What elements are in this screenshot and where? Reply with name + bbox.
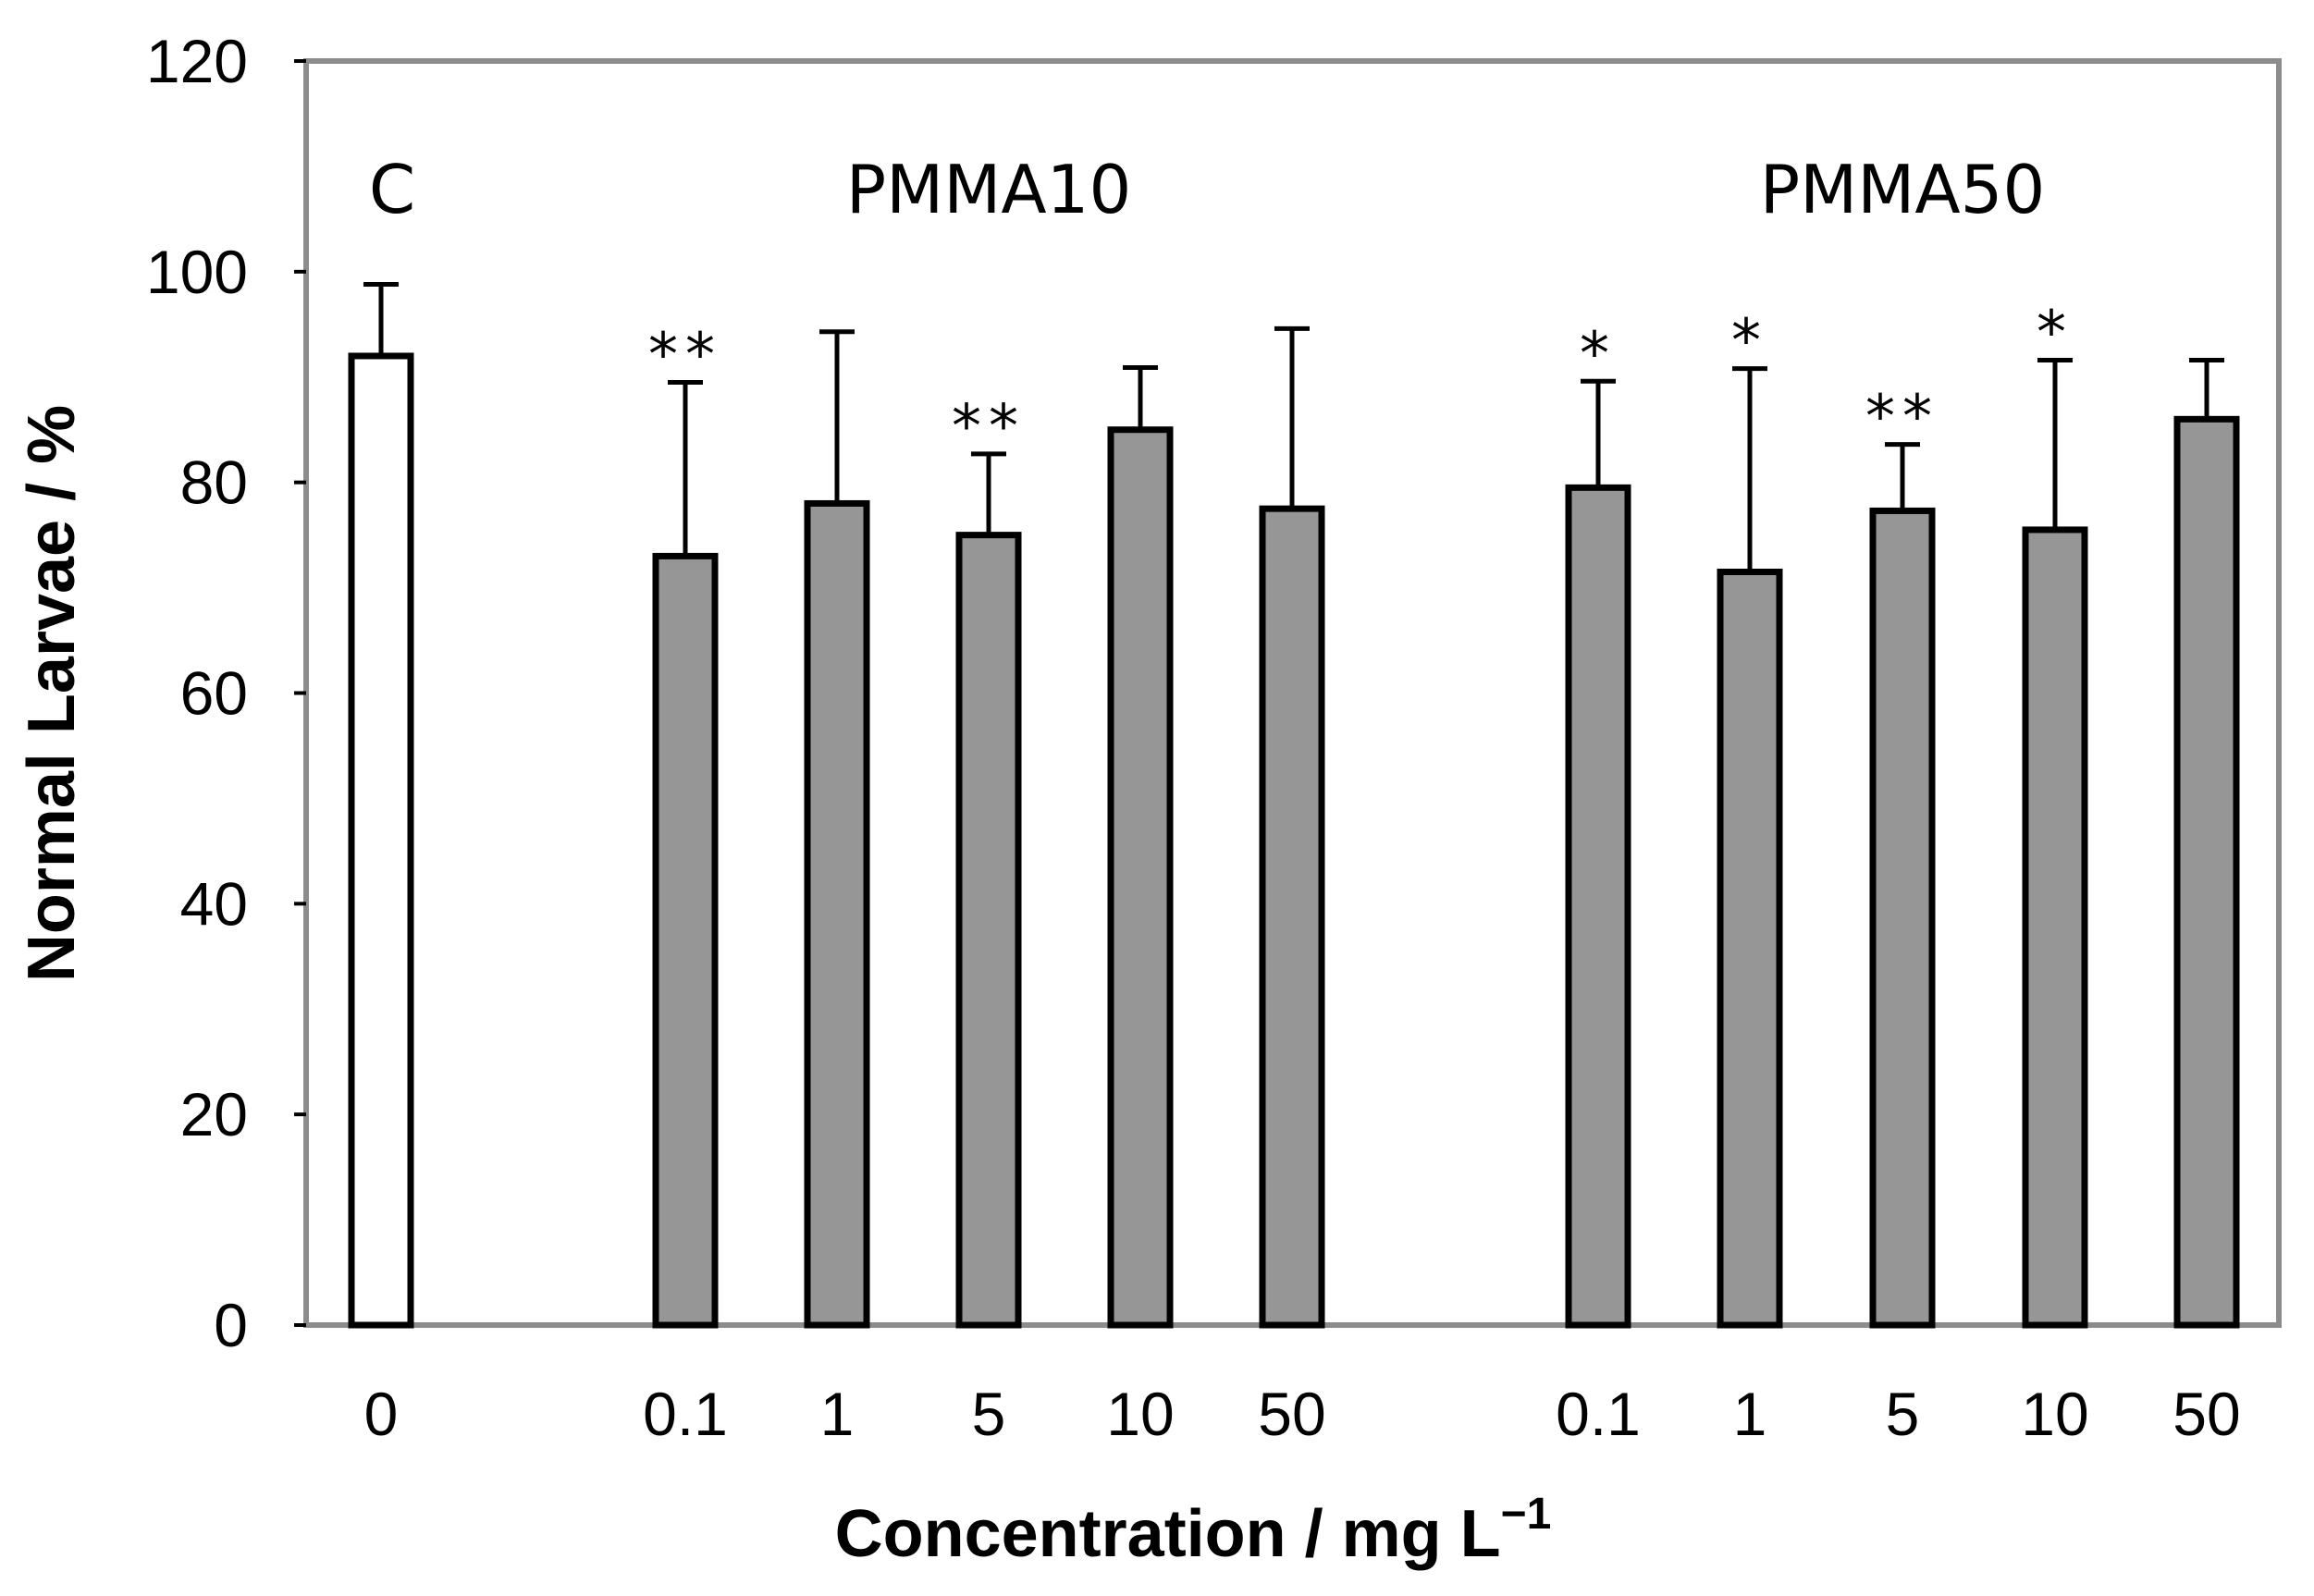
x-tick-label: 1: [1733, 1380, 1767, 1448]
y-tick-label: 20: [180, 1080, 248, 1148]
error-bars-layer: [363, 282, 2224, 572]
x-tick-label: 5: [1886, 1380, 1920, 1448]
bar: [1259, 505, 1325, 1329]
bar: [1869, 507, 1936, 1329]
x-axis-title-superscript: −1: [1501, 1490, 1552, 1539]
group-label: C: [369, 151, 415, 228]
y-tick-label: 0: [214, 1291, 248, 1359]
x-tick-label: 1: [820, 1380, 855, 1448]
significance-layer: ***** ****: [648, 300, 2074, 461]
significance-marker: *: [2037, 300, 2074, 368]
x-tick-label: 10: [2021, 1380, 2088, 1448]
group-label: PMMA10: [846, 151, 1132, 228]
significance-marker: *: [1731, 308, 1768, 376]
y-tick-label: 60: [180, 659, 248, 728]
bar: [348, 352, 414, 1329]
x-axis-title: Concentration / mg L−1: [835, 1490, 1552, 1571]
group-labels: C PMMA10 PMMA50: [369, 151, 2045, 228]
y-tick-label: 100: [146, 238, 248, 306]
x-axis-title-text: Concentration / mg L: [835, 1497, 1501, 1571]
bar: [2022, 526, 2088, 1329]
significance-marker: **: [1865, 384, 1939, 452]
significance-marker: **: [648, 321, 722, 389]
bar: [804, 499, 870, 1329]
x-axis-tick-labels: 0 0.1 1 5 10 50 0.1 1 5 10 50: [364, 1380, 2241, 1448]
bars-layer: [348, 352, 2240, 1329]
y-tick-label: 80: [180, 448, 248, 517]
x-tick-label: 50: [1258, 1380, 1325, 1448]
significance-marker: *: [1580, 320, 1617, 388]
bar: [1107, 426, 1174, 1329]
bar: [955, 532, 1022, 1329]
bar: [1565, 484, 1631, 1329]
y-tick-label: 40: [180, 869, 248, 938]
y-tick-label: 120: [146, 27, 248, 95]
bar: [652, 552, 719, 1329]
x-tick-label: 5: [972, 1380, 1006, 1448]
x-tick-label: 0: [364, 1380, 399, 1448]
x-tick-label: 0.1: [643, 1380, 728, 1448]
x-tick-label: 50: [2172, 1380, 2240, 1448]
x-tick-label: 0.1: [1556, 1380, 1641, 1448]
y-axis: 0 20 40 60 80 100 120: [146, 27, 306, 1359]
bar: [1717, 568, 1783, 1329]
y-axis-title: Normal Larvae / %: [15, 405, 89, 982]
group-label: PMMA50: [1760, 151, 2046, 228]
bar: [2173, 415, 2240, 1329]
significance-marker: **: [952, 393, 1026, 461]
x-tick-label: 10: [1106, 1380, 1174, 1448]
